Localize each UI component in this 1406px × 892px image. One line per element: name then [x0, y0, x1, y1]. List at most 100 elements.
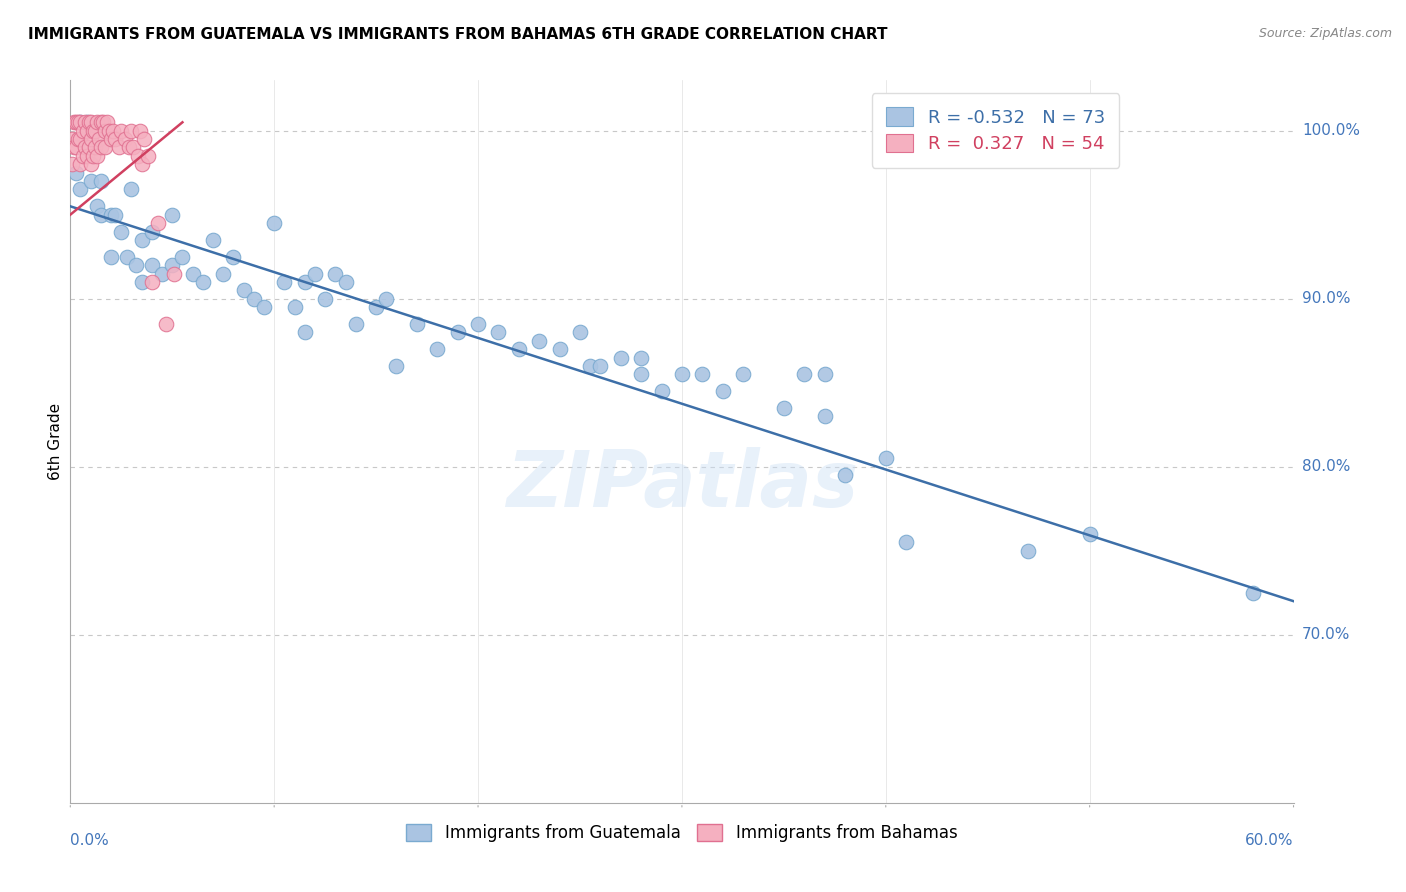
Text: 0.0%: 0.0%	[70, 833, 110, 848]
Point	[146, 216, 169, 230]
Point	[568, 326, 592, 340]
Point	[91, 115, 114, 129]
Point	[104, 208, 127, 222]
Point	[1078, 527, 1101, 541]
Point	[141, 225, 163, 239]
Point	[90, 174, 112, 188]
Point	[793, 368, 815, 382]
Point	[73, 140, 96, 154]
Point	[121, 182, 143, 196]
Point	[284, 300, 307, 314]
Text: 90.0%: 90.0%	[1302, 291, 1350, 306]
Point	[87, 132, 110, 146]
Point	[375, 292, 398, 306]
Point	[94, 140, 117, 154]
Point	[834, 468, 856, 483]
Point	[731, 368, 754, 382]
Point	[100, 208, 122, 222]
Point	[69, 132, 91, 146]
Point	[813, 409, 835, 424]
Point	[273, 275, 295, 289]
Point	[72, 149, 94, 163]
Point	[67, 132, 90, 146]
Point	[335, 275, 357, 289]
Point	[90, 115, 112, 129]
Point	[79, 132, 103, 146]
Point	[69, 157, 91, 171]
Point	[894, 535, 917, 549]
Point	[155, 317, 177, 331]
Point	[60, 132, 83, 146]
Point	[86, 199, 108, 213]
Point	[191, 275, 214, 289]
Point	[128, 124, 150, 138]
Point	[131, 233, 153, 247]
Point	[77, 115, 100, 129]
Text: 100.0%: 100.0%	[1302, 123, 1360, 138]
Point	[76, 149, 98, 163]
Point	[76, 115, 98, 129]
Point	[202, 233, 225, 247]
Point	[131, 275, 153, 289]
Point	[101, 124, 124, 138]
Point	[67, 115, 90, 129]
Point	[212, 267, 235, 281]
Point	[86, 149, 108, 163]
Point	[232, 283, 254, 297]
Point	[630, 368, 652, 382]
Point	[79, 115, 103, 129]
Point	[610, 351, 633, 365]
Point	[181, 267, 204, 281]
Point	[406, 317, 429, 331]
Point	[253, 300, 276, 314]
Point	[121, 124, 143, 138]
Point	[96, 115, 118, 129]
Point	[488, 326, 510, 340]
Point	[1018, 543, 1040, 558]
Text: Source: ZipAtlas.com: Source: ZipAtlas.com	[1258, 27, 1392, 40]
Point	[131, 157, 153, 171]
Point	[671, 368, 693, 382]
Point	[447, 326, 470, 340]
Point	[263, 216, 285, 230]
Point	[86, 115, 108, 129]
Y-axis label: 6th Grade: 6th Grade	[48, 403, 63, 480]
Point	[132, 132, 155, 146]
Point	[108, 140, 131, 154]
Point	[141, 275, 163, 289]
Point	[875, 451, 897, 466]
Point	[69, 115, 91, 129]
Point	[124, 258, 146, 272]
Point	[60, 157, 83, 171]
Point	[122, 140, 145, 154]
Point	[110, 225, 132, 239]
Point	[69, 182, 91, 196]
Point	[508, 342, 530, 356]
Text: 70.0%: 70.0%	[1302, 627, 1350, 642]
Point	[304, 267, 326, 281]
Point	[90, 140, 112, 154]
Point	[79, 157, 103, 171]
Point	[63, 115, 86, 129]
Point	[650, 384, 672, 398]
Point	[294, 275, 316, 289]
Point	[72, 124, 94, 138]
Point	[529, 334, 551, 348]
Point	[79, 174, 103, 188]
Point	[65, 115, 87, 129]
Point	[579, 359, 602, 373]
Point	[82, 149, 104, 163]
Point	[222, 250, 245, 264]
Point	[548, 342, 571, 356]
Point	[366, 300, 388, 314]
Point	[69, 115, 91, 129]
Point	[630, 351, 652, 365]
Point	[141, 258, 163, 272]
Point	[467, 317, 489, 331]
Point	[82, 124, 104, 138]
Legend: Immigrants from Guatemala, Immigrants from Bahamas: Immigrants from Guatemala, Immigrants fr…	[399, 817, 965, 848]
Point	[73, 115, 96, 129]
Point	[294, 326, 316, 340]
Point	[77, 140, 100, 154]
Point	[65, 166, 87, 180]
